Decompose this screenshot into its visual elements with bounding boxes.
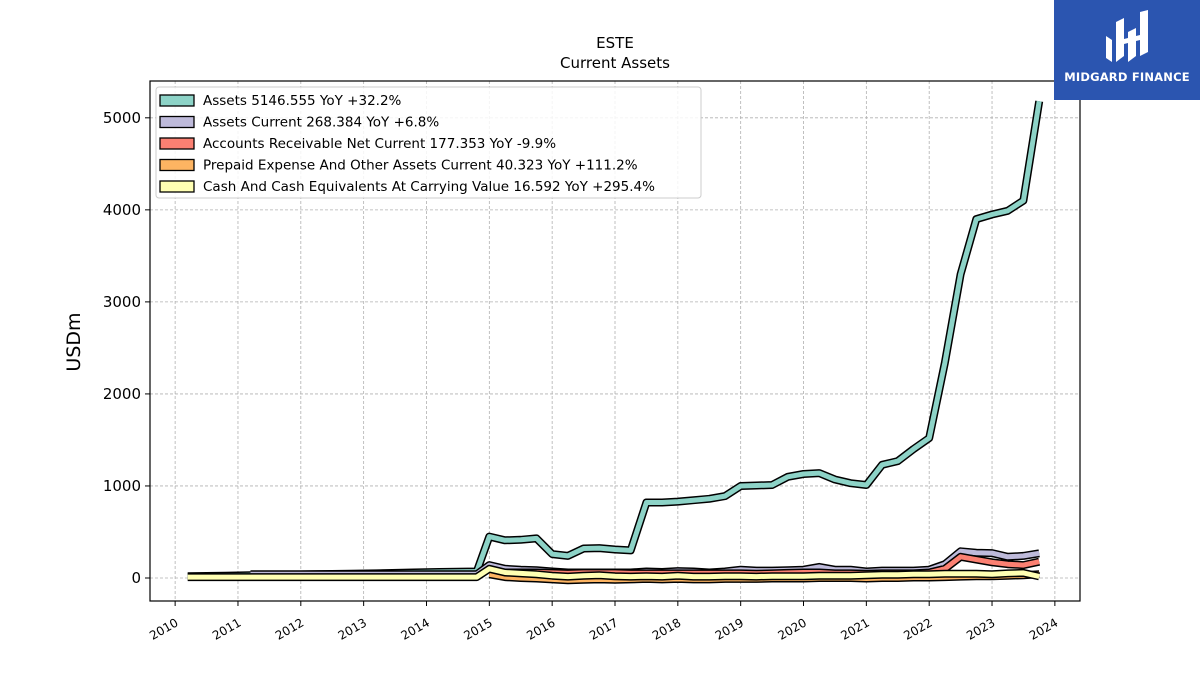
x-tick-label: 2014 [399, 615, 432, 642]
x-tick-label: 2024 [1027, 615, 1060, 642]
legend-swatch [159, 115, 195, 129]
legend-item-label: Cash And Cash Equivalents At Carrying Va… [203, 179, 655, 195]
brand-logo: MIDGARD FINANCE [1054, 0, 1200, 100]
brand-name: MIDGARD FINANCE [1064, 70, 1190, 84]
legend-swatch [159, 94, 195, 107]
y-axis-label: USDm [63, 312, 85, 371]
x-tick-label: 2017 [587, 615, 620, 642]
x-tick-label: 2015 [461, 615, 494, 642]
chart-subtitle: Current Assets [560, 54, 670, 72]
series-layer [187, 100, 1044, 585]
x-tick-label: 2010 [147, 615, 180, 642]
legend-swatch [159, 137, 195, 150]
legend-swatch [159, 180, 195, 193]
x-tick-label: 2011 [210, 615, 243, 642]
y-tick-label: 0 [131, 569, 141, 587]
y-tick-label: 1000 [103, 477, 141, 495]
x-tick-label: 2012 [273, 615, 306, 642]
legend-item-label: Accounts Receivable Net Current 177.353 … [203, 136, 556, 152]
y-tick-label: 2000 [103, 385, 141, 403]
legend-item-label: Prepaid Expense And Other Assets Current… [203, 158, 638, 174]
y-tick-label: 4000 [103, 201, 141, 219]
x-tick-label: 2019 [713, 615, 746, 642]
x-tick-label: 2016 [524, 615, 557, 642]
x-tick-label: 2013 [336, 615, 369, 642]
x-tick-label: 2023 [964, 615, 997, 642]
y-tick-label: 5000 [103, 109, 141, 127]
logo-mark-icon [1106, 10, 1148, 62]
chart-title: ESTE [596, 34, 634, 52]
x-tick-label: 2021 [838, 615, 871, 642]
legend-item-label: Assets Current 268.384 YoY +6.8% [203, 115, 439, 131]
series-cash-and-cash-equivalents-at-carrying-value-line [187, 566, 1040, 580]
x-tick-label: 2022 [901, 615, 934, 642]
x-tick-label: 2020 [776, 615, 809, 642]
legend-swatch [159, 158, 195, 172]
legend-box [155, 86, 702, 199]
legend-item-label: Assets 5146.555 YoY +32.2% [203, 93, 402, 109]
x-tick-label: 2018 [650, 615, 683, 642]
y-tick-label: 3000 [103, 293, 141, 311]
legend: Assets 5146.555 YoY +32.2% Assets Current… [155, 86, 702, 199]
